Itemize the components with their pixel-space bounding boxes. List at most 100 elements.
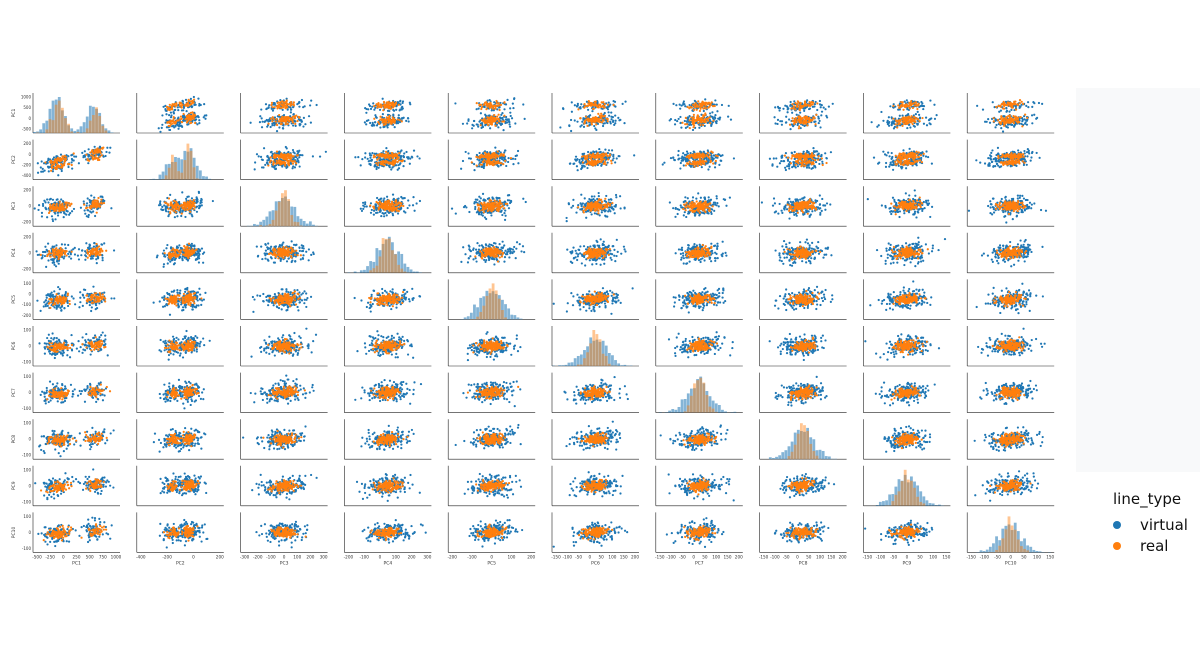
point-virtual (480, 112, 482, 114)
point-virtual (282, 109, 284, 111)
y-tick-label: -200 (22, 162, 32, 167)
point-real (1012, 103, 1014, 105)
point-real (292, 103, 294, 105)
point-virtual (928, 119, 930, 121)
point-virtual (618, 155, 620, 157)
point-real (384, 155, 386, 157)
point-virtual (815, 101, 817, 103)
point-real (180, 105, 182, 107)
hist-bar-virtual (196, 166, 199, 180)
point-virtual (624, 101, 626, 103)
point-real (704, 112, 706, 114)
point-real (193, 115, 195, 117)
point-virtual (576, 105, 578, 107)
point-real (603, 158, 605, 160)
point-virtual (295, 125, 297, 127)
point-virtual (584, 165, 586, 167)
point-virtual (509, 112, 511, 114)
point-virtual (298, 156, 300, 158)
point-virtual (871, 121, 873, 123)
point-virtual (701, 166, 703, 168)
point-virtual (470, 158, 472, 160)
point-virtual (683, 100, 685, 102)
point-real (392, 157, 394, 159)
point-real (175, 121, 177, 123)
point-virtual (367, 158, 369, 160)
point-virtual (888, 116, 890, 118)
hist-bar-real (101, 126, 104, 133)
point-real (909, 107, 911, 109)
point-real (382, 109, 384, 111)
point-real (182, 113, 184, 115)
point-virtual (716, 120, 718, 122)
point-virtual (571, 101, 573, 103)
point-real (995, 106, 997, 108)
point-real (588, 100, 590, 102)
point-real (906, 121, 908, 123)
point-real (497, 160, 499, 162)
point-virtual (909, 126, 911, 128)
point-virtual (374, 165, 376, 167)
point-real (484, 121, 486, 123)
point-virtual (198, 119, 200, 121)
point-virtual (465, 151, 467, 153)
point-virtual (467, 118, 469, 120)
point-virtual (781, 124, 783, 126)
point-virtual (1033, 114, 1035, 116)
point-virtual (403, 152, 405, 154)
point-real (700, 155, 702, 157)
point-real (278, 120, 280, 122)
point-real (712, 162, 714, 164)
point-virtual (83, 155, 85, 157)
point-real (904, 117, 906, 119)
point-real (696, 161, 698, 163)
point-virtual (272, 110, 274, 112)
point-virtual (802, 153, 804, 155)
point-real (699, 163, 701, 165)
point-real (50, 170, 52, 172)
point-real (510, 157, 512, 159)
point-real (696, 104, 698, 106)
point-real (386, 161, 388, 163)
point-virtual (832, 103, 834, 105)
hist-bar-virtual (111, 132, 114, 133)
point-real (689, 127, 691, 129)
point-virtual (617, 117, 619, 119)
point-real (607, 158, 609, 160)
point-virtual (926, 124, 928, 126)
point-real (487, 105, 489, 107)
point-virtual (562, 108, 564, 110)
point-virtual (186, 123, 188, 125)
point-virtual (587, 151, 589, 153)
point-virtual (286, 98, 288, 100)
point-real (593, 121, 595, 123)
point-real (592, 103, 594, 105)
point-virtual (108, 152, 110, 154)
point-virtual (282, 127, 284, 129)
point-real (612, 104, 614, 106)
point-virtual (369, 122, 371, 124)
point-real (806, 162, 808, 164)
point-real (699, 110, 701, 112)
point-virtual (374, 121, 376, 123)
point-virtual (303, 117, 305, 119)
point-real (169, 108, 171, 110)
panel-PC1-vs-PC10 (967, 93, 1054, 133)
point-virtual (460, 168, 462, 170)
point-virtual (606, 106, 608, 108)
point-virtual (514, 122, 516, 124)
point-real (85, 154, 87, 156)
point-real (173, 116, 175, 118)
point-real (601, 156, 603, 158)
point-real (698, 156, 700, 158)
point-real (190, 119, 192, 121)
point-virtual (1027, 106, 1029, 108)
hist-bar-real (64, 118, 67, 133)
point-real (289, 155, 291, 157)
point-virtual (174, 125, 176, 127)
y-axis-label: PC1 (11, 109, 17, 118)
point-virtual (934, 118, 936, 120)
point-virtual (828, 106, 830, 108)
point-real (715, 160, 717, 162)
point-real (484, 152, 486, 154)
